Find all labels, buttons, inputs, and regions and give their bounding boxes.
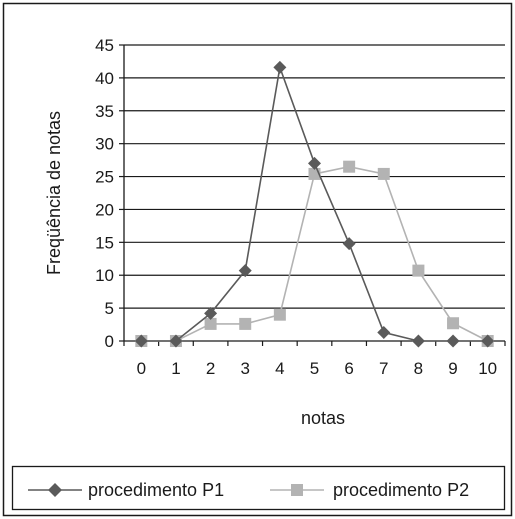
series-point-diamond xyxy=(411,334,425,348)
series-point-square xyxy=(412,264,425,277)
x-tick-labels: 0 1 2 3 4 5 6 7 8 9 10 xyxy=(137,359,498,378)
series-point-diamond xyxy=(377,325,391,339)
x-tick-label: 5 xyxy=(310,359,319,378)
series-point-square xyxy=(239,317,252,330)
x-tick-label: 1 xyxy=(171,359,180,378)
legend-label-p2: procedimento P2 xyxy=(333,480,469,500)
series-point-square xyxy=(273,308,286,321)
series-point-square xyxy=(204,317,217,330)
y-tick-labels: 0 5 10 15 20 25 30 35 40 45 xyxy=(95,36,114,351)
series-point-diamond xyxy=(169,334,183,348)
legend-marker-square xyxy=(291,484,303,496)
x-tick-label: 2 xyxy=(206,359,215,378)
series-point-square xyxy=(377,167,390,180)
y-tick-label: 40 xyxy=(95,69,114,88)
legend-label-p1: procedimento P1 xyxy=(88,480,224,500)
series-point-diamond xyxy=(446,334,460,348)
series-point-diamond xyxy=(204,306,218,320)
series-layer xyxy=(134,60,495,348)
y-tick-label: 15 xyxy=(95,233,114,252)
x-tick-label: 6 xyxy=(344,359,353,378)
legend: procedimento P1 procedimento P2 xyxy=(11,465,506,511)
x-axis-title: notas xyxy=(301,408,345,428)
series-point-diamond xyxy=(308,156,321,170)
series-point-square xyxy=(447,317,460,330)
x-tick-label: 9 xyxy=(448,359,457,378)
y-tick-label: 45 xyxy=(95,36,114,55)
x-tick-label: 7 xyxy=(379,359,388,378)
legend-marker-diamond xyxy=(48,483,62,497)
series-point-diamond xyxy=(273,60,287,74)
x-tick-label: 8 xyxy=(414,359,423,378)
x-tick-label: 3 xyxy=(240,359,249,378)
y-tick-label: 30 xyxy=(95,135,114,154)
series-point-diamond xyxy=(134,334,148,348)
x-tick-label: 10 xyxy=(478,359,497,378)
y-tick-label: 20 xyxy=(95,200,114,219)
series-point-diamond xyxy=(342,237,356,251)
y-axis-title: Freqüência de notas xyxy=(44,111,64,275)
y-tick-label: 0 xyxy=(105,332,114,351)
y-tick-label: 5 xyxy=(105,299,114,318)
x-tick-label: 0 xyxy=(137,359,146,378)
series-point-square xyxy=(343,160,356,173)
legend-box xyxy=(11,465,506,511)
series-point-diamond xyxy=(481,334,495,348)
y-tick-label: 10 xyxy=(95,266,114,285)
y-tick-label: 25 xyxy=(95,168,114,187)
x-tick-label: 4 xyxy=(275,359,284,378)
series-point-diamond xyxy=(238,264,252,278)
y-tick-label: 35 xyxy=(95,102,114,121)
